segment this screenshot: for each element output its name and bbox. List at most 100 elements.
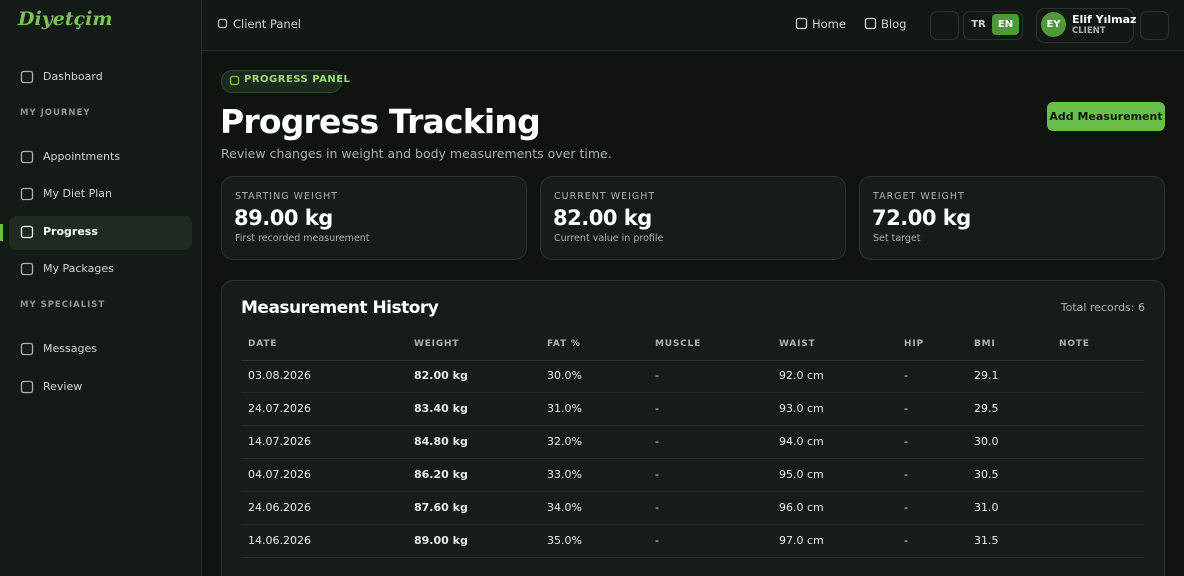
column-header: WEIGHT	[414, 339, 460, 349]
nav-link[interactable]: Blog	[881, 17, 907, 31]
table-cell: 93.0 cm	[779, 402, 824, 415]
sidebar-item[interactable]: Review	[43, 379, 83, 393]
badge-text: PROGRESS PANEL	[244, 74, 351, 85]
total-records: Total records: 6	[1060, 301, 1145, 314]
sidebar-item[interactable]: Progress	[43, 224, 98, 238]
table-cell: 95.0 cm	[779, 468, 824, 481]
icon	[229, 75, 240, 86]
table-cell: -	[904, 369, 908, 382]
badge	[221, 70, 342, 93]
table-cell: -	[904, 468, 908, 481]
table-cell: 14.07.2026	[248, 435, 311, 448]
table-cell: 94.0 cm	[779, 435, 824, 448]
table-cell: 31.5	[974, 534, 999, 547]
table-cell: 31.0%	[547, 402, 582, 415]
table-cell: 04.07.2026	[248, 468, 311, 481]
lang-button[interactable]: EN	[992, 14, 1019, 35]
table-cell: -	[904, 501, 908, 514]
table-cell: 83.40 kg	[414, 402, 468, 415]
table-cell: -	[655, 468, 659, 481]
table-card	[221, 280, 1165, 576]
card-note: Current value in profile	[554, 233, 664, 244]
column-header: HIP	[904, 339, 924, 349]
sidebar-item[interactable]: Messages	[43, 342, 97, 356]
card-label: STARTING WEIGHT	[235, 191, 339, 202]
avatar: EY	[1041, 12, 1066, 37]
table-cell: -	[904, 402, 908, 415]
brand: Diyetçim	[18, 8, 113, 30]
page-subtitle: Review changes in weight and body measur…	[221, 146, 612, 161]
active-indicator	[0, 223, 3, 241]
row-divider	[241, 425, 1144, 426]
table-cell: 97.0 cm	[779, 534, 824, 547]
column-header: NOTE	[1059, 339, 1090, 349]
row-divider	[241, 524, 1144, 525]
icon	[795, 17, 808, 30]
icon	[217, 18, 228, 29]
stat-card	[540, 176, 846, 260]
card-value: 72.00 kg	[872, 206, 971, 230]
sidebar-section: MY SPECIALIST	[20, 300, 106, 311]
sidebar-item[interactable]: Appointments	[43, 150, 121, 163]
card-label: TARGET WEIGHT	[873, 191, 965, 202]
column-header: DATE	[248, 339, 278, 349]
active-bg	[9, 215, 192, 250]
icon	[864, 17, 877, 30]
user-name: Elif Yılmaz	[1072, 13, 1137, 26]
table-cell: 92.0 cm	[779, 369, 824, 382]
row-divider	[241, 557, 1144, 558]
table-cell: 89.00 kg	[414, 534, 468, 547]
icon	[20, 380, 34, 393]
icon	[20, 70, 34, 84]
table-cell: 29.5	[974, 402, 999, 415]
table-cell: -	[904, 534, 908, 547]
sidebar-item[interactable]: My Diet Plan	[43, 187, 113, 201]
column-header: MUSCLE	[655, 339, 702, 349]
row-divider	[241, 392, 1144, 393]
stat-card	[859, 176, 1165, 260]
card-label: CURRENT WEIGHT	[554, 191, 656, 202]
logout-button[interactable]	[1140, 11, 1169, 40]
card-value: 82.00 kg	[553, 206, 652, 230]
row-divider	[241, 491, 1144, 492]
table-cell: 84.80 kg	[414, 435, 468, 448]
column-header: FAT %	[547, 339, 581, 349]
table-cell: 96.0 cm	[779, 501, 824, 514]
table-cell: 24.06.2026	[248, 501, 311, 514]
column-header: WAIST	[779, 339, 816, 349]
table-cell: -	[655, 402, 659, 415]
user-chip[interactable]	[1036, 8, 1134, 43]
page-title: Progress Tracking	[220, 102, 541, 141]
table-cell: 14.06.2026	[248, 534, 311, 547]
sidebar-item[interactable]: My Packages	[43, 261, 114, 275]
table-cell: 87.60 kg	[414, 501, 468, 514]
sidebar-item[interactable]: Dashboard	[43, 70, 103, 83]
table-cell: -	[655, 369, 659, 382]
table-cell: 34.0%	[547, 501, 582, 514]
column-header: BMI	[974, 339, 996, 349]
theme-toggle[interactable]	[930, 11, 959, 40]
icon	[20, 262, 34, 276]
nav-link[interactable]: Home	[812, 17, 846, 31]
table-title: Measurement History	[241, 298, 439, 318]
row-divider	[241, 458, 1144, 459]
table-cell: 33.0%	[547, 468, 582, 481]
card-note: Set target	[873, 233, 921, 244]
card-note: First recorded measurement	[235, 233, 370, 244]
user-role: CLIENT	[1072, 26, 1106, 36]
header	[202, 0, 1184, 51]
add-button[interactable]: Add Measurement	[1047, 102, 1165, 131]
table-cell: 30.0%	[547, 369, 582, 382]
table-cell: 31.0	[974, 501, 999, 514]
table-cell: 35.0%	[547, 534, 582, 547]
lang-button[interactable]: TR	[971, 19, 986, 30]
table-cell: -	[655, 501, 659, 514]
breadcrumb: Client Panel	[233, 17, 301, 31]
table-cell: 86.20 kg	[414, 468, 468, 481]
table-cell: -	[655, 534, 659, 547]
header-divider	[241, 360, 1144, 361]
table-cell: -	[655, 435, 659, 448]
sidebar	[0, 0, 202, 576]
table-cell: 30.0	[974, 435, 999, 448]
